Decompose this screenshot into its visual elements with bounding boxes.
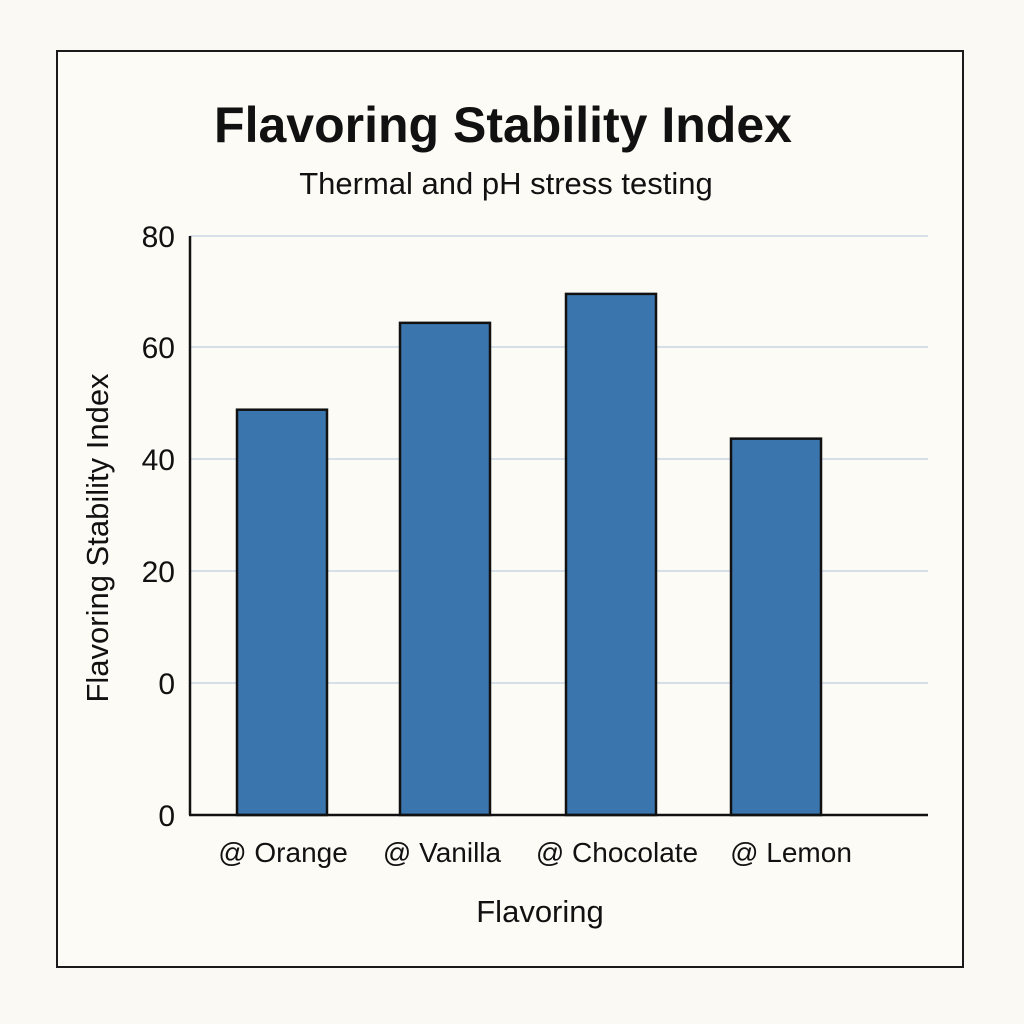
chart-title: Flavoring Stability Index xyxy=(214,97,792,153)
bars xyxy=(235,292,823,817)
y-tick-labels: 80 60 40 20 0 0 xyxy=(142,221,175,833)
x-tick-label: @ Vanilla xyxy=(383,837,502,868)
bar xyxy=(564,292,658,817)
bar xyxy=(729,437,823,817)
x-axis-label: Flavoring xyxy=(476,894,604,929)
bar xyxy=(398,321,492,817)
chart-subtitle: Thermal and pH stress testing xyxy=(299,166,713,201)
x-tick-label: @ Orange xyxy=(218,837,348,868)
y-tick-label: 80 xyxy=(142,221,175,254)
x-tick-labels: @ Orange @ Vanilla @ Chocolate @ Lemon xyxy=(218,837,852,868)
y-tick-label: 0 xyxy=(158,668,175,701)
y-axis-label: Flavoring Stability Index xyxy=(80,373,115,703)
x-tick-label: @ Chocolate xyxy=(536,837,698,868)
y-tick-label: 60 xyxy=(142,332,175,365)
bar xyxy=(235,408,329,817)
y-tick-label: 0 xyxy=(158,800,175,833)
y-tick-label: 20 xyxy=(142,556,175,589)
y-tick-label: 40 xyxy=(142,444,175,477)
x-tick-label: @ Lemon xyxy=(730,837,852,868)
